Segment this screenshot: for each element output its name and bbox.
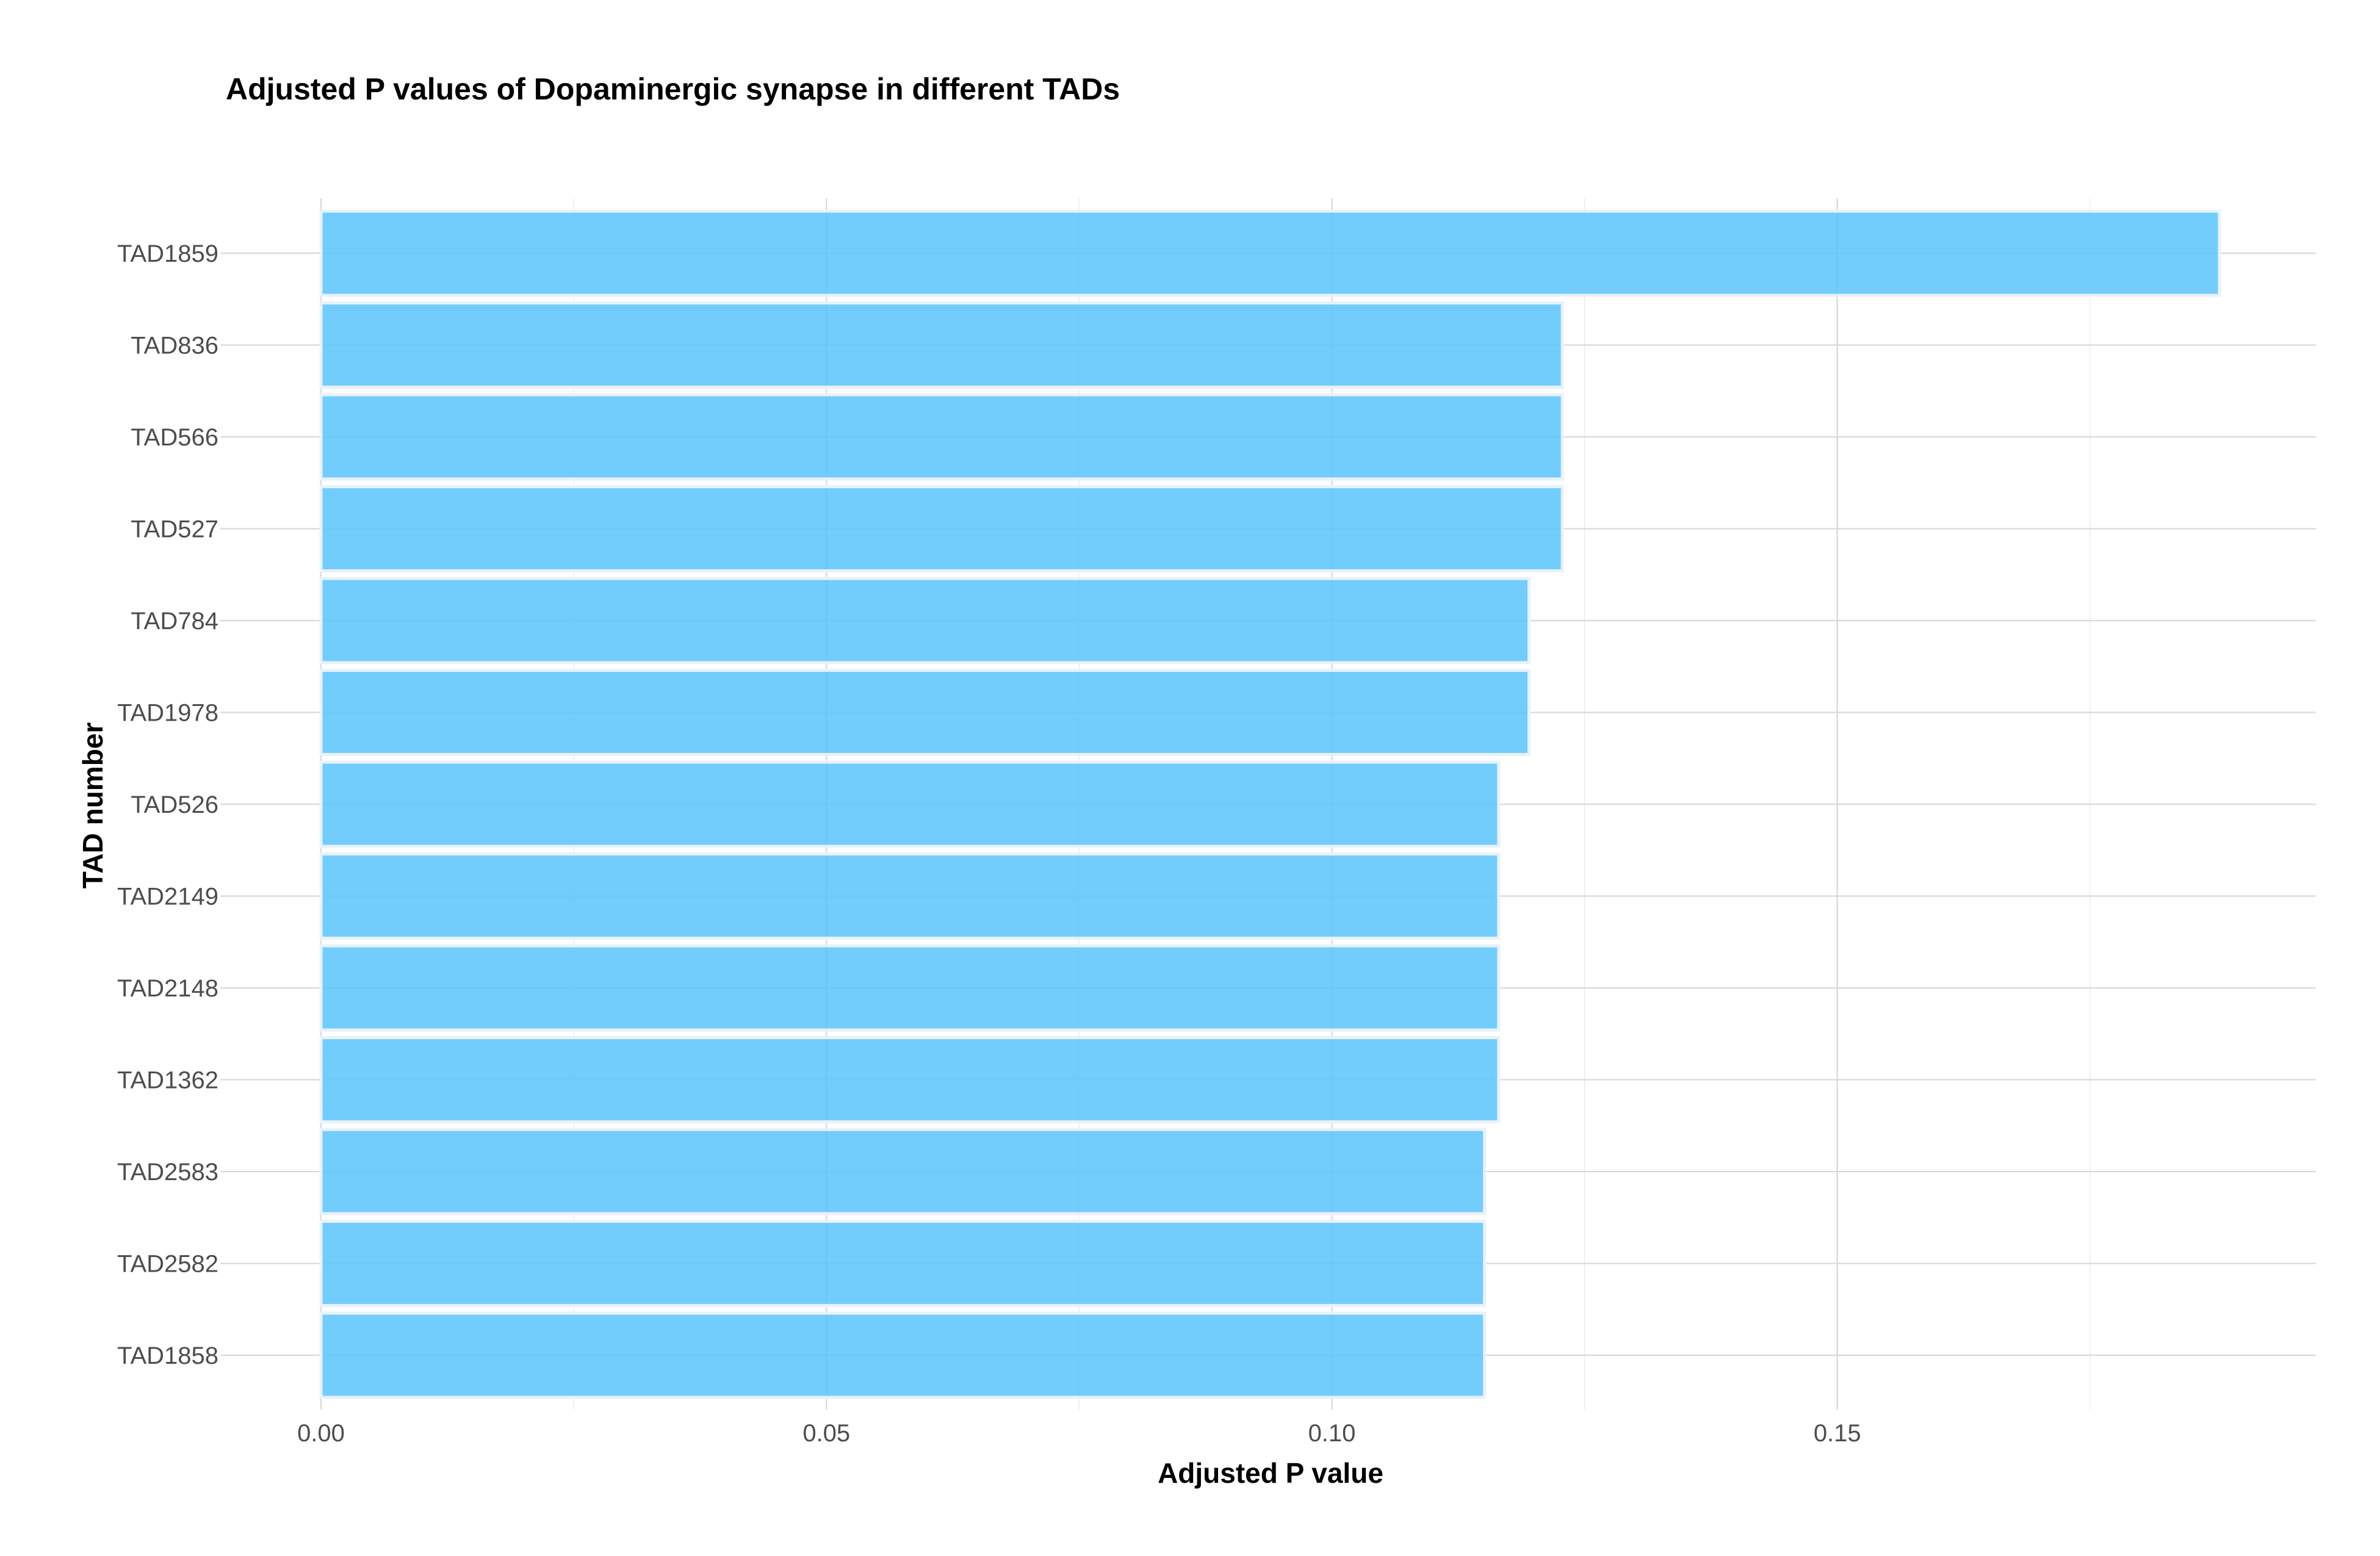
bar-tad784 <box>319 577 1531 665</box>
y-tick-label: TAD836 <box>131 333 218 359</box>
bar-tad2148 <box>319 944 1501 1032</box>
bars <box>319 209 2221 1399</box>
bar-tad2583 <box>319 1128 1487 1216</box>
bar-tad526 <box>319 760 1501 848</box>
y-tick-labels: TAD1859 TAD836 TAD566 TAD527 TAD784 TAD1978 TA… <box>117 240 218 1369</box>
bar-tad2149 <box>319 852 1501 940</box>
y-tick-label: TAD2148 <box>117 975 218 1002</box>
x-axis-title: Adjusted P value <box>1158 1457 1383 1489</box>
x-tick-labels: 0.00 0.05 0.10 0.15 <box>297 1420 1861 1447</box>
bar-tad1859 <box>319 209 2221 297</box>
y-tick-label: TAD1859 <box>117 240 218 267</box>
y-tick-label: TAD2583 <box>117 1159 218 1186</box>
bar-tad1362 <box>319 1036 1501 1123</box>
y-tick-label: TAD1858 <box>117 1342 218 1369</box>
y-tick-label: TAD527 <box>131 516 218 543</box>
bar-tad566 <box>319 393 1564 481</box>
bar-tad1858 <box>319 1311 1487 1399</box>
y-axis-title: TAD number <box>77 722 109 889</box>
y-tick-label: TAD1362 <box>117 1067 218 1094</box>
y-tick-label: TAD2582 <box>117 1251 218 1278</box>
x-tick-label: 0.00 <box>297 1420 345 1447</box>
y-tick-label: TAD566 <box>131 424 218 451</box>
x-tick-label: 0.10 <box>1308 1420 1356 1447</box>
x-tick-label: 0.15 <box>1814 1420 1861 1447</box>
bar-tad1978 <box>319 669 1531 756</box>
chart-title: Adjusted P values of Dopaminergic synaps… <box>226 72 1120 106</box>
y-tick-label: TAD784 <box>131 608 218 635</box>
y-tick-label: TAD2149 <box>117 884 218 910</box>
bar-tad836 <box>319 301 1564 389</box>
y-tick-label: TAD1978 <box>117 700 218 727</box>
x-tick-label: 0.05 <box>802 1420 850 1447</box>
bar-tad2582 <box>319 1220 1487 1307</box>
y-tick-label: TAD526 <box>131 791 218 818</box>
bar-tad527 <box>319 485 1564 572</box>
